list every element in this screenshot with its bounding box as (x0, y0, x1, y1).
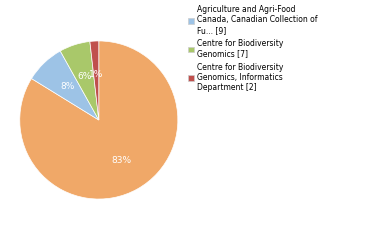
Text: 1%: 1% (89, 70, 103, 79)
Wedge shape (20, 41, 178, 199)
Text: 83%: 83% (111, 156, 131, 165)
Wedge shape (32, 51, 99, 120)
Text: 6%: 6% (78, 72, 92, 81)
Legend: Mined from GenBank, NCBI [93], Agriculture and Agri-Food
Canada, Canadian Collec: Mined from GenBank, NCBI [93], Agricultu… (188, 0, 319, 92)
Wedge shape (90, 41, 99, 120)
Text: 8%: 8% (60, 82, 74, 91)
Wedge shape (60, 42, 99, 120)
